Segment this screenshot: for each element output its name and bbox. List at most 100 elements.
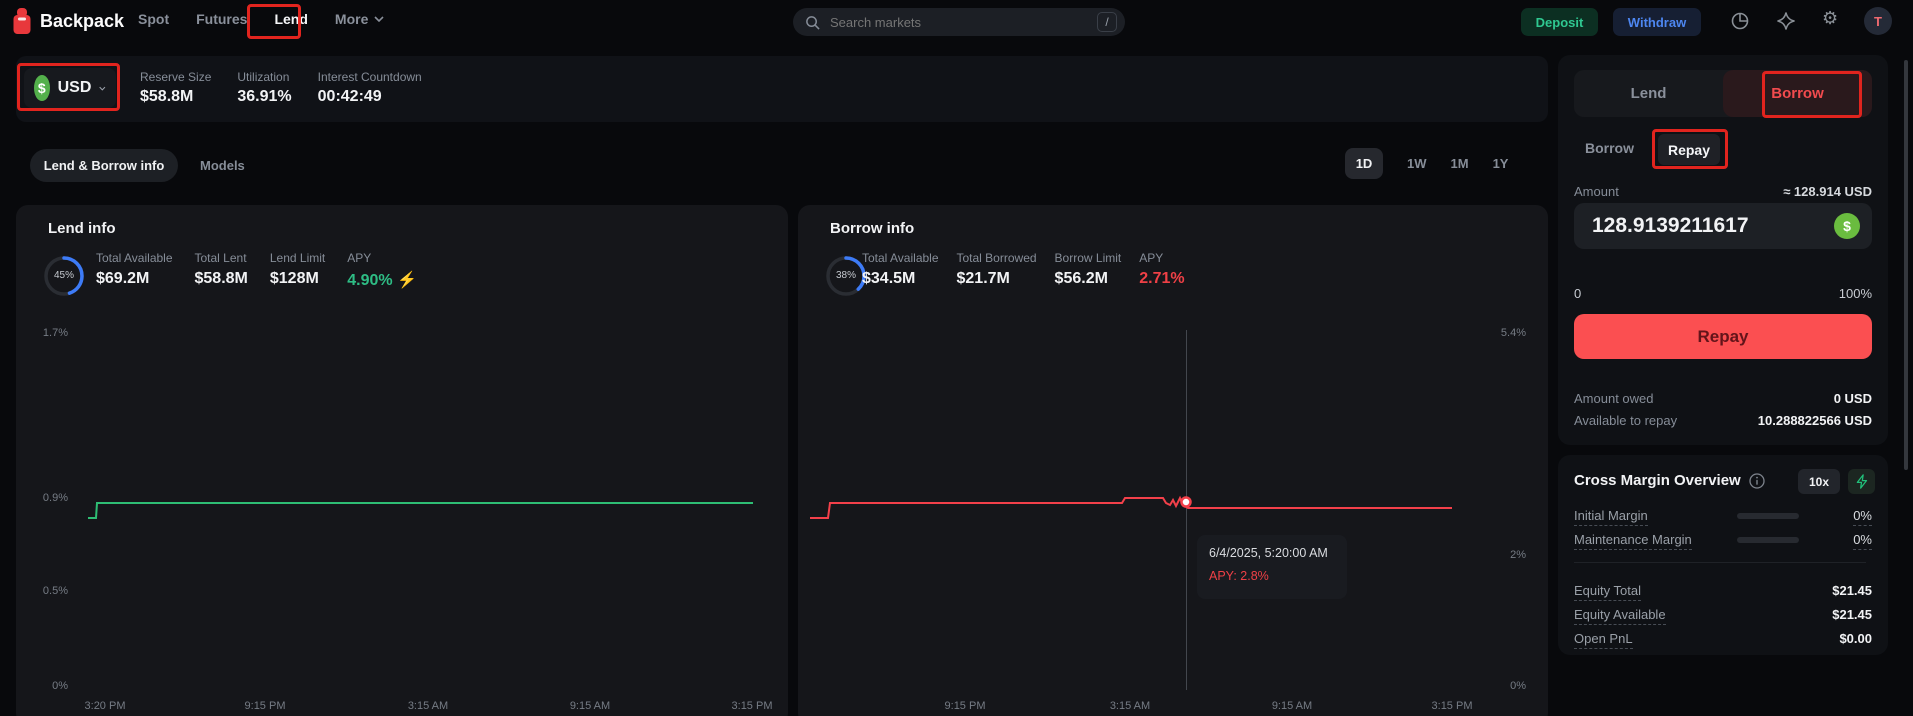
withdraw-button[interactable]: Withdraw (1613, 8, 1701, 36)
borrow-apy-line-chart[interactable] (798, 205, 1548, 716)
tab-lend[interactable]: Lend (1574, 70, 1723, 117)
stat-value: $21.7M (956, 270, 1010, 287)
tab-label: Lend (1630, 85, 1667, 102)
nav-item-futures[interactable]: Futures (196, 11, 248, 27)
tab-action-borrow[interactable]: Borrow (1585, 140, 1634, 156)
available-to-repay-value: 10.288822566 USD (1757, 413, 1872, 428)
y-tick: 0% (1510, 680, 1526, 692)
stat-value: $58.8M (194, 270, 248, 287)
amount-input-wrap: $ (1574, 203, 1872, 249)
hover-marker (1180, 496, 1192, 508)
stat-label: Borrow Limit (1054, 251, 1122, 265)
market-stats-bar: $ USD Reserve Size $58.8M Utilization 36… (16, 56, 1548, 122)
nav-item-more[interactable]: More (335, 11, 384, 27)
x-tick: 3:15 AM (407, 700, 449, 712)
borrow-stat-borrow-limit: Borrow Limit $56.2M (1055, 251, 1122, 288)
rewards-sparkle-icon[interactable] (1776, 11, 1796, 36)
stat-label: Utilization (237, 70, 290, 84)
stat-value: 4.90% ⚡ (347, 270, 417, 290)
asset-selector[interactable]: $ USD (24, 68, 116, 108)
y-tick: 0.5% (42, 585, 68, 597)
x-tick: 9:15 AM (1271, 700, 1313, 712)
x-tick: 3:15 PM (1431, 700, 1473, 712)
amount-input[interactable] (1590, 213, 1834, 239)
initial-margin-bar (1737, 513, 1799, 519)
maintenance-margin-label: Maintenance Margin (1574, 532, 1692, 550)
maintenance-margin-bar (1737, 537, 1799, 543)
chevron-down-icon (99, 86, 106, 91)
divider (1574, 562, 1866, 563)
tab-models[interactable]: Models (200, 158, 245, 173)
lend-apy-line-chart[interactable] (16, 205, 788, 716)
settings-gear-icon[interactable]: ⚙ (1822, 8, 1839, 28)
stat-label: APY (347, 251, 372, 265)
nav-item-lend[interactable]: Lend (274, 11, 308, 27)
stat-label: APY (1139, 251, 1164, 265)
range-selector: 1D 1W 1M 1Y (1345, 148, 1508, 179)
stat-value: $128M (269, 270, 319, 287)
search-input[interactable] (828, 13, 1097, 31)
avatar-letter: T (1874, 13, 1882, 29)
stat-label: Total Lent (194, 251, 247, 265)
gauge-percent: 38% (835, 270, 856, 281)
deposit-button[interactable]: Deposit (1521, 8, 1598, 36)
gauge-percent: 45% (53, 270, 74, 281)
equity-available-label: Equity Available (1574, 607, 1666, 625)
y-tick: 2% (1510, 549, 1526, 561)
slider-min-label: 0 (1574, 286, 1582, 301)
tab-label: Lend & Borrow info (43, 158, 165, 173)
stat-utilization: Utilization 36.91% (237, 70, 291, 106)
stat-value: 00:42:49 (317, 88, 382, 105)
y-tick: 1.7% (42, 327, 68, 339)
info-icon[interactable] (1749, 472, 1765, 489)
lend-info-card: Lend info 45% Total Available $69.2M Tot… (16, 205, 788, 716)
lend-stat-apy: APY 4.90% ⚡ (347, 251, 417, 290)
amount-approx-value: ≈ 128.914 USD (1783, 184, 1872, 199)
borrow-stat-apy: APY 2.71% (1139, 251, 1184, 288)
tab-lend-borrow-info[interactable]: Lend & Borrow info (30, 149, 178, 182)
range-1w[interactable]: 1W (1407, 156, 1427, 171)
backpack-logo[interactable]: Backpack (13, 8, 124, 34)
portfolio-pie-icon[interactable] (1730, 11, 1750, 36)
apy-value: 4.90% (347, 272, 393, 289)
brand-name: Backpack (40, 10, 125, 31)
tooltip-apy: APY: 2.8% (1209, 569, 1269, 583)
search-bar[interactable]: / (793, 8, 1125, 36)
leverage-badge[interactable]: 10x (1798, 469, 1840, 494)
tooltip-timestamp: 6/4/2025, 5:20:00 AM (1209, 546, 1328, 560)
chart-tooltip: 6/4/2025, 5:20:00 AM APY: 2.8% (1197, 535, 1347, 599)
nav-item-spot[interactable]: Spot (138, 11, 170, 27)
stat-label: Total Available (862, 251, 939, 265)
stat-value: 36.91% (237, 88, 292, 105)
search-shortcut-badge: / (1097, 12, 1117, 32)
chart-crosshair (1186, 330, 1187, 690)
stat-value: $69.2M (96, 270, 150, 287)
open-pnl-value: $0.00 (1839, 631, 1872, 646)
stat-value: $58.8M (140, 88, 194, 105)
lend-stat-total-lent: Total Lent $58.8M (195, 251, 248, 290)
initial-margin-label: Initial Margin (1574, 508, 1648, 526)
lend-stat-total-available: Total Available $69.2M (96, 251, 173, 290)
range-1y[interactable]: 1Y (1492, 156, 1509, 171)
borrow-stat-total-borrowed: Total Borrowed $21.7M (957, 251, 1037, 288)
stat-label: Interest Countdown (317, 70, 422, 84)
tab-borrow[interactable]: Borrow (1723, 70, 1872, 117)
x-tick: 9:15 AM (569, 700, 611, 712)
equity-total-label: Equity Total (1574, 583, 1641, 601)
auto-lend-bolt-icon[interactable] (1848, 469, 1875, 494)
tab-action-repay[interactable]: Repay (1658, 134, 1720, 165)
asset-symbol: USD (57, 79, 92, 96)
scrollbar-thumb[interactable] (1904, 60, 1908, 470)
amount-label: Amount (1574, 184, 1619, 199)
amount-owed-value: 0 USD (1833, 391, 1872, 406)
range-1m[interactable]: 1M (1450, 156, 1469, 171)
open-pnl-label: Open PnL (1574, 631, 1633, 649)
range-1d[interactable]: 1D (1345, 148, 1383, 179)
repay-button[interactable]: Repay (1574, 314, 1872, 359)
avatar[interactable]: T (1864, 7, 1892, 35)
stat-reserve-size: Reserve Size $58.8M (140, 70, 211, 106)
stat-label: Lend Limit (269, 251, 326, 265)
stat-label: Total Borrowed (956, 251, 1037, 265)
equity-total-value: $21.45 (1832, 583, 1872, 598)
borrow-info-card: Borrow info 38% Total Available $34.5M T… (798, 205, 1548, 716)
